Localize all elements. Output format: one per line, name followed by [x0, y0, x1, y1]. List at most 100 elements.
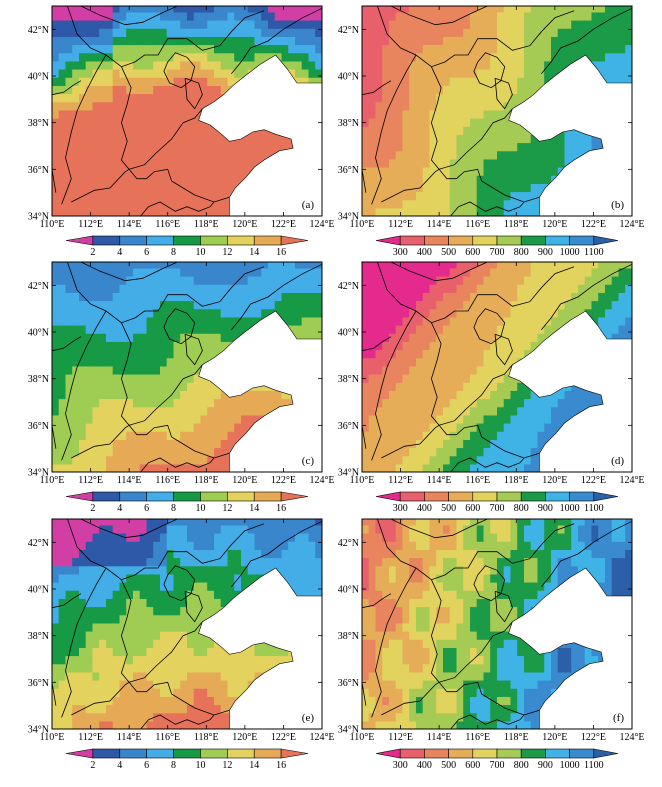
colorbar-swatch — [92, 748, 121, 759]
x-tick-label: 120°E — [542, 219, 567, 230]
province-boundary — [377, 262, 575, 324]
colorbar-swatch — [200, 235, 228, 246]
x-tick-label: 124°E — [619, 732, 644, 743]
colorbar-swatch — [399, 491, 425, 502]
colorbar-precip: 300 400 500 600 700 800 900 1000 1100 — [375, 235, 619, 258]
colorbar-label: 10 — [195, 503, 205, 514]
y-tick-label: 36°N — [28, 421, 49, 432]
province-boundary — [381, 168, 440, 203]
province-boundary — [61, 54, 107, 205]
colorbar-swatch — [545, 748, 570, 759]
province-boundary — [438, 681, 540, 716]
colorbar-swatch — [399, 235, 425, 246]
x-tick-label: 116°E — [465, 475, 490, 486]
x-tick-label: 118°E — [194, 219, 219, 230]
province-boundary — [438, 364, 513, 426]
colorbar-extend-low — [65, 748, 94, 759]
colorbar-extend-high — [593, 491, 619, 502]
colorbar-swatch — [545, 235, 570, 246]
colorbar-swatch — [200, 748, 228, 759]
map-panel-e: 110°E 112°E 114°E 116°E 118°E 120°E 122°E 124°E… — [28, 518, 335, 743]
province-boundary — [381, 424, 440, 459]
province-boundary — [120, 322, 132, 426]
province-boundary — [80, 262, 178, 282]
province-boundary — [184, 590, 203, 623]
x-tick-label: 112°E — [78, 219, 103, 230]
x-tick-label: 110°E — [40, 475, 65, 486]
x-tick-label: 120°E — [542, 732, 567, 743]
province-boundary — [128, 108, 203, 170]
colorbar-label: 2 — [90, 503, 95, 514]
province-boundary — [67, 262, 265, 324]
colorbar-label: 400 — [417, 247, 432, 258]
colorbar-swatch — [520, 235, 546, 246]
colorbar-label: 6 — [144, 503, 149, 514]
y-tick-label: 34°N — [338, 212, 359, 223]
colorbar-label: 1000 — [560, 760, 580, 771]
colorbar-label: 8 — [171, 247, 176, 258]
x-tick-label: 118°E — [194, 732, 219, 743]
colorbar-swatch — [227, 491, 255, 502]
panel-label: (f) — [613, 712, 624, 724]
x-tick-label: 120°E — [232, 219, 257, 230]
colorbar-swatch — [520, 748, 546, 759]
sea-area — [508, 568, 632, 729]
colorbar-swatch — [253, 235, 282, 246]
map-frame — [51, 5, 323, 217]
colorbar-label: 1000 — [560, 247, 580, 258]
sea-area — [198, 55, 322, 216]
colorbar-swatch — [399, 748, 425, 759]
province-boundary — [61, 567, 107, 718]
colorbar-label: 6 — [144, 760, 149, 771]
x-tick-label: 110°E — [350, 732, 375, 743]
colorbar-label: 4 — [117, 760, 122, 771]
map-frame — [51, 261, 323, 473]
colorbar-swatch — [173, 235, 201, 246]
y-tick-label: 36°N — [28, 165, 49, 176]
panel-label: (e) — [302, 712, 315, 724]
province-boundary — [541, 263, 632, 330]
colorbar-label: 6 — [144, 247, 149, 258]
colorbar-swatch — [424, 748, 449, 759]
x-tick-label: 116°E — [155, 475, 180, 486]
x-tick-label: 116°E — [155, 732, 180, 743]
province-boundary — [52, 647, 57, 706]
sea-area — [198, 568, 322, 729]
map-panel-f: 110°E 112°E 114°E 116°E 118°E 120°E 122°E 124°E… — [338, 518, 645, 743]
colorbar-label: 500 — [441, 247, 456, 258]
province-boundary — [430, 579, 442, 683]
province-boundary — [362, 134, 367, 193]
colorbar-label: 14 — [249, 760, 259, 771]
map-field — [362, 262, 632, 472]
y-tick-label: 42°N — [28, 281, 49, 292]
map-field — [52, 262, 322, 472]
colorbar-swatch — [253, 748, 282, 759]
x-tick-label: 124°E — [309, 219, 334, 230]
map-field — [52, 6, 322, 216]
province-boundary — [128, 424, 230, 459]
x-tick-label: 124°E — [619, 219, 644, 230]
province-boundary — [148, 714, 215, 725]
coastline — [198, 567, 322, 729]
colorbar-extend-high — [280, 235, 309, 246]
colorbar-extend-low — [375, 491, 401, 502]
province-boundary — [362, 647, 367, 706]
y-tick-label: 40°N — [338, 328, 359, 339]
province-boundary — [494, 333, 513, 366]
map-panel-d: 110°E 112°E 114°E 116°E 118°E 120°E 122°E 124°E… — [338, 261, 645, 486]
colorbar-swatch — [569, 491, 595, 502]
colorbar-label: 300 — [393, 247, 408, 258]
y-tick-label: 38°N — [338, 118, 359, 129]
province-boundary — [371, 54, 417, 205]
colorbar-swatch — [92, 235, 121, 246]
x-tick-label: 120°E — [232, 475, 257, 486]
map-panel-b: 110°E 112°E 114°E 116°E 118°E 120°E 122°E 124°E… — [338, 5, 645, 230]
coastline — [198, 310, 322, 472]
colorbar-swatch — [227, 748, 255, 759]
province-boundary — [438, 424, 540, 459]
x-tick-label: 122°E — [581, 219, 606, 230]
colorbar-extend-high — [280, 491, 309, 502]
province-boundary — [458, 714, 525, 725]
x-tick-label: 114°E — [117, 219, 142, 230]
colorbar-label: 14 — [249, 247, 259, 258]
